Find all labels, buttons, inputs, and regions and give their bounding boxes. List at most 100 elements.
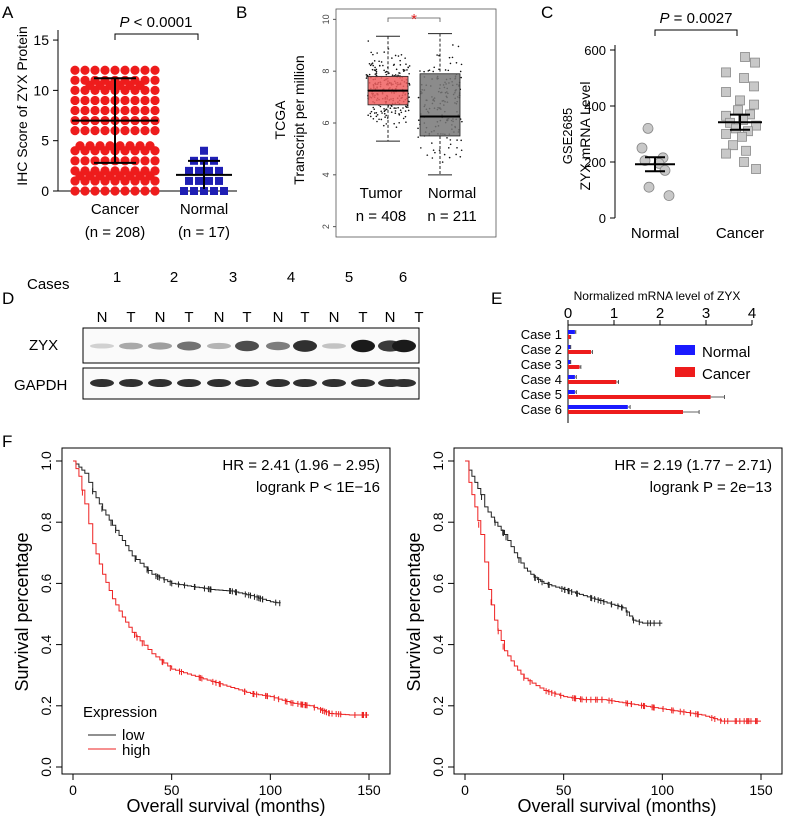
panel-a-pvalue: P < 0.0001 <box>120 14 193 31</box>
panel-b-jitter-point <box>402 107 404 109</box>
panel-b-jitter-point <box>448 56 451 59</box>
panel-b-jitter-point <box>438 54 440 57</box>
panel-d-lane-label: N <box>273 309 284 326</box>
panel-d-bands <box>90 339 416 387</box>
panel-b-jitter-point <box>391 57 393 59</box>
panel-e-legend-normal-swatch <box>675 345 695 355</box>
panel-e-bar-cancer <box>568 365 580 369</box>
panel-e-bar-normal <box>568 345 571 349</box>
panel-a-cancer-point <box>85 141 95 151</box>
panel-c-cat-normal: Normal <box>631 225 679 242</box>
panel-b-frame <box>335 8 497 238</box>
panel-a-cancer-point <box>105 141 115 151</box>
panel-a-normal-point <box>205 176 213 185</box>
panel-a-cancer-point <box>140 95 150 106</box>
panel-a-bracket <box>114 33 199 40</box>
panel-d-case-number: 2 <box>170 269 178 286</box>
panel-a-cancer-point <box>70 95 80 106</box>
panel-b-jitter-point <box>402 68 405 71</box>
panel-b-jitter-point <box>460 63 463 66</box>
panel-d-row-zyx: ZYX <box>29 337 58 354</box>
panel-a-cancer-point <box>90 156 100 166</box>
panel-b-jitter-point <box>383 51 386 53</box>
panel-d-band-gapdh <box>207 379 231 387</box>
panel-a-cancer-point <box>100 75 110 85</box>
panel-e-letter: E <box>491 289 502 308</box>
panel-a-cancer-point <box>150 95 160 106</box>
panel-b-jitter-point <box>417 136 420 138</box>
panel-b-jitter-point <box>385 108 387 111</box>
panel-a-cancer-point <box>80 65 90 75</box>
panel-b-jitter-point <box>449 62 452 65</box>
panel-a-cancer-point <box>100 166 110 176</box>
panel-c-cancer-point <box>735 95 745 106</box>
panel-e-case-label: Case 5 <box>521 387 562 402</box>
panel-b-jitter-point <box>443 153 446 156</box>
panel-a-cancer-point <box>115 141 125 151</box>
panel-b-jitter-point <box>378 118 380 121</box>
km-left-ylabel: Survival percentage <box>12 532 32 691</box>
panel-a-cancer-point <box>120 166 130 176</box>
panel-a-ylabel: IHC Score of ZYX Protein <box>14 26 30 186</box>
panel-c-cancer-point <box>728 140 738 151</box>
panel-c-yticks: 0 200 400 600 <box>584 43 615 226</box>
panel-a-cancer-point <box>150 105 160 116</box>
panel-b-jitter-point <box>365 74 368 76</box>
panel-e-bar-normal <box>568 405 628 409</box>
panel-a-cancer-point <box>90 95 100 106</box>
panel-b-jitter-point <box>438 149 441 151</box>
panel-a-normal-point <box>195 176 203 185</box>
panel-a-cancer-point <box>80 186 90 196</box>
panel-b-jitter-point <box>417 96 420 99</box>
km-left-xtick-label: 0 <box>69 782 77 798</box>
panel-b-jitter-point <box>408 96 410 98</box>
km-left-xtick-label: 50 <box>164 782 180 798</box>
panel-b-jitter-point <box>366 75 368 78</box>
panel-b-jitter-point <box>368 73 371 76</box>
panel-b-jitter-point <box>369 112 372 115</box>
panel-c-cancer-point <box>751 120 761 131</box>
panel-a-normal-point <box>215 166 223 175</box>
panel-a-cancer-point <box>120 95 130 106</box>
panel-b-jitter-point <box>382 124 385 127</box>
panel-d-case-numbers: 1 2 3 4 5 6 <box>113 269 407 286</box>
panel-b-jitter-point <box>448 156 451 159</box>
panel-b-jitter-point <box>452 44 454 46</box>
panel-d-lane-label: N <box>155 309 166 326</box>
km-left-logrank: logrank P < 1E−16 <box>256 479 380 496</box>
panel-b-jitter-point <box>455 61 458 64</box>
panel-b-jitter-point <box>431 157 434 159</box>
panel-b-jitter-point <box>431 142 433 144</box>
panel-c-ytick-label: 400 <box>584 99 606 114</box>
panel-a-cancer-point <box>150 186 160 196</box>
panel-a-cancer-point <box>130 95 140 106</box>
panel-b-jitter-point <box>420 147 422 149</box>
km-right-hr: HR = 2.19 (1.77 − 2.71) <box>614 457 772 474</box>
panel-b-jitter-point <box>376 120 378 123</box>
panel-c-cancer-point <box>749 81 759 92</box>
panel-a-cat-normal: Normal <box>180 201 228 218</box>
panel-b: B TCGA Transcript per million 2 4 6 8 10 * T… <box>236 3 497 238</box>
panel-a-cancer-point <box>100 156 110 166</box>
panel-a-normal-point <box>210 187 218 195</box>
panel-c-ylabel-2: ZYX mRNA Level <box>577 82 593 191</box>
panel-b-n-tumor: n = 408 <box>356 208 406 225</box>
panel-b-jitter-point <box>383 112 386 115</box>
panel-c-points <box>635 52 762 202</box>
km-right-ytick-label: 1.0 <box>430 451 446 471</box>
panel-b-jitter-point <box>408 65 411 67</box>
panel-e-bar-cancer <box>568 395 711 399</box>
panel-c-ytick-label: 200 <box>584 155 606 170</box>
km-left-ytick-label: 0.4 <box>38 635 54 655</box>
panel-a-cancer-point <box>120 186 130 196</box>
km-right-xtick-label: 0 <box>461 782 469 798</box>
panel-b-ytick-label: 6 <box>321 120 331 125</box>
panel-d-band-gapdh <box>392 379 416 387</box>
km-right-ticks: 0 50 100 150 0.0 0.2 0.4 0.6 0.8 1.0 <box>430 451 773 798</box>
panel-a-yticks: 0 5 10 15 <box>33 32 58 199</box>
km-left-frame <box>61 447 391 775</box>
km-legend-low: low <box>122 727 145 744</box>
panel-b-ytick-label: 8 <box>321 69 331 74</box>
